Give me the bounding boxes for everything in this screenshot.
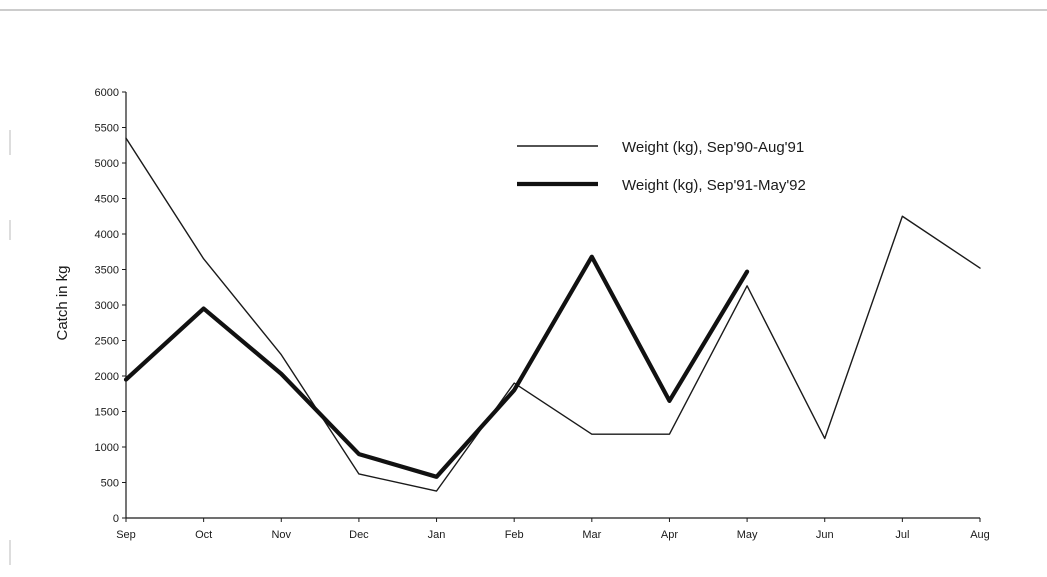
y-tick-label: 2000: [95, 371, 119, 383]
x-tick-label: Jul: [895, 529, 909, 541]
legend-label: Weight (kg), Sep'91-May'92: [622, 177, 806, 194]
y-tick-label: 5500: [95, 123, 119, 135]
legend: Weight (kg), Sep'90-Aug'91 Weight (kg), S…: [517, 139, 806, 194]
x-tick-label: Nov: [271, 529, 291, 541]
y-tick-label: 5000: [95, 158, 119, 170]
x-tick-label: Feb: [505, 529, 524, 541]
series-layer: [123, 137, 981, 492]
x-tick-label: Jan: [428, 529, 446, 541]
y-tick-label: 4500: [95, 194, 119, 206]
x-tick-label: Jun: [816, 529, 834, 541]
series-line-sep91-may92: [123, 254, 750, 479]
y-tick-label: 500: [101, 478, 119, 490]
y-tick-label: 3500: [95, 265, 119, 277]
x-tick-label: Aug: [970, 529, 990, 541]
x-tick-label: Oct: [195, 529, 212, 541]
x-tick-label: Mar: [582, 529, 601, 541]
x-tick-label: Sep: [116, 529, 136, 541]
y-tick-label: 1500: [95, 407, 119, 419]
y-tick-label: 3000: [95, 300, 119, 312]
y-tick-label: 1000: [95, 442, 119, 454]
x-tick-label: Apr: [661, 529, 678, 541]
y-axis-ticks: 0 500 1000 1500 2000 2500 3000 3500 4000 4500 5000…: [95, 87, 126, 525]
x-tick-label: Dec: [349, 529, 369, 541]
y-tick-label: 2500: [95, 336, 119, 348]
y-tick-label: 6000: [95, 87, 119, 99]
legend-label: Weight (kg), Sep'90-Aug'91: [622, 139, 804, 156]
series-line-sep90-aug91: [125, 137, 981, 492]
x-tick-label: May: [737, 529, 758, 541]
y-tick-label: 4000: [95, 229, 119, 241]
y-tick-label: 0: [113, 513, 119, 525]
x-axis-ticks: Sep Oct Nov Dec Jan Feb Mar Apr May Jun Jul Aug: [116, 518, 990, 541]
axes: [125, 92, 980, 519]
y-axis-title: Catch in kg: [54, 265, 71, 340]
